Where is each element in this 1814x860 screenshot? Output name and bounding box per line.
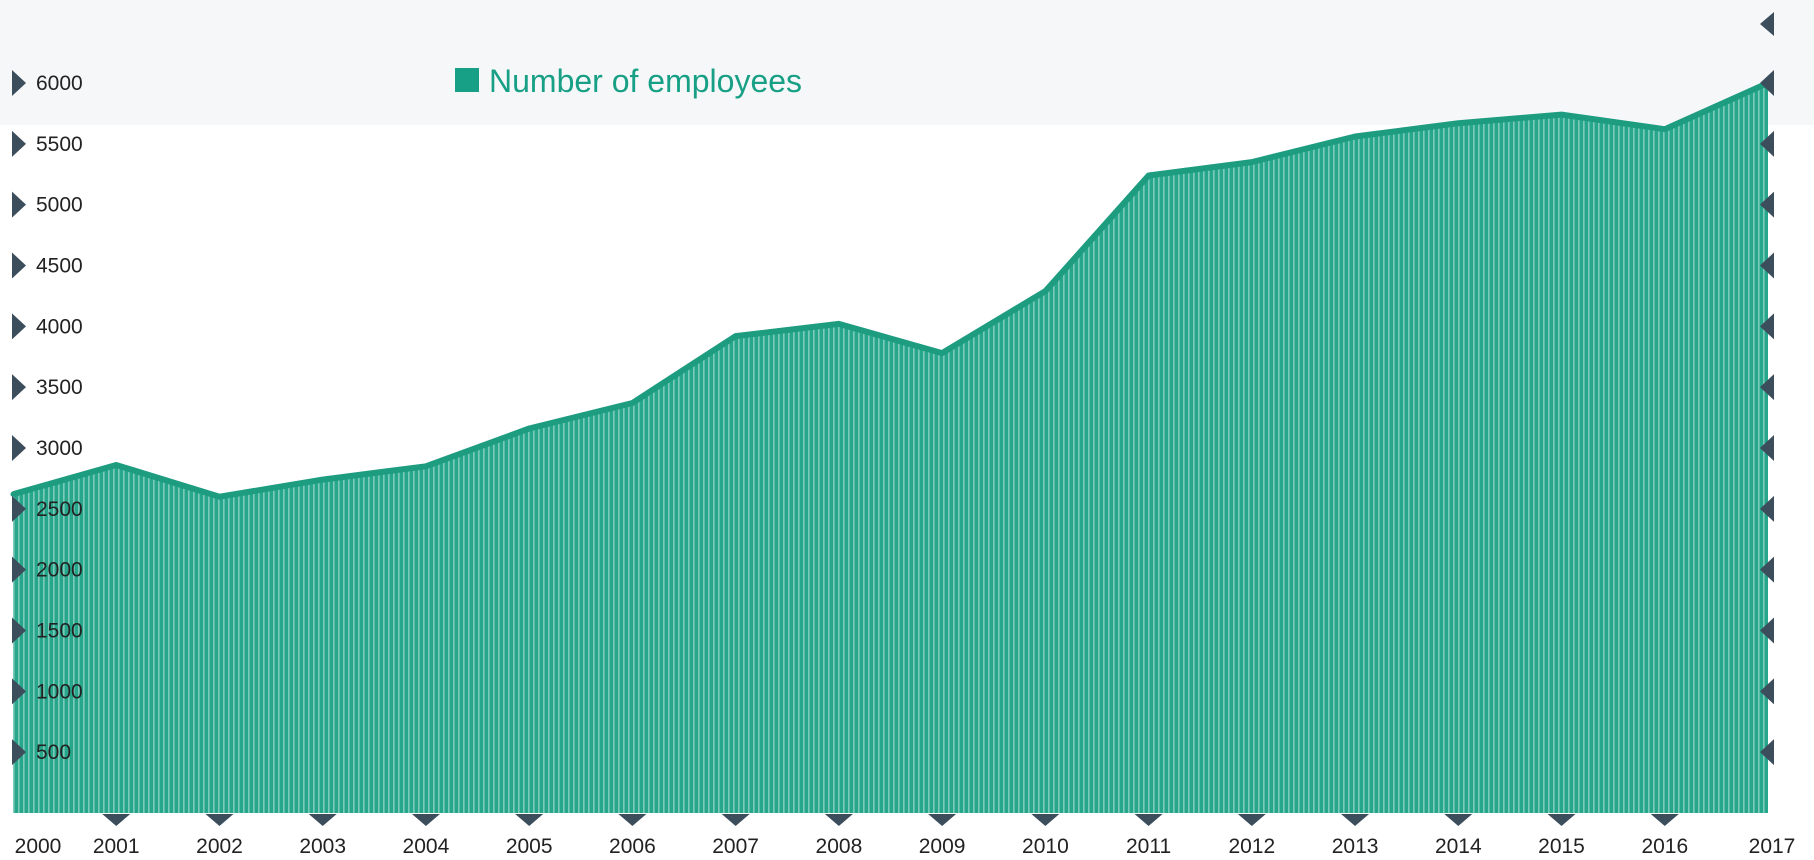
y-tick-marker-right xyxy=(1760,252,1774,279)
y-tick-marker-left xyxy=(12,130,26,157)
legend-label: Number of employees xyxy=(489,63,802,99)
data-point xyxy=(526,426,532,431)
x-tick-marker xyxy=(618,814,647,826)
x-tick-marker xyxy=(928,814,957,826)
x-tick-label: 2004 xyxy=(403,835,450,858)
data-point xyxy=(320,477,326,483)
x-tick-marker xyxy=(824,814,853,826)
y-tick-marker-left xyxy=(12,678,26,705)
x-tick-label: 2000 xyxy=(15,835,62,858)
series-area-group xyxy=(10,80,1771,813)
x-tick-label: 2003 xyxy=(299,835,346,858)
y-tick-label: 6000 xyxy=(36,72,83,95)
x-tick-label: 2007 xyxy=(712,835,759,858)
x-tick-marker xyxy=(411,814,440,826)
y-tick-marker-right xyxy=(1760,556,1774,583)
y-tick-label: 2500 xyxy=(36,498,83,521)
axis-markers-group xyxy=(12,12,1774,826)
data-point xyxy=(1249,159,1255,165)
y-tick-label: 500 xyxy=(36,741,71,764)
x-tick-label: 2013 xyxy=(1332,835,1379,858)
series-area xyxy=(13,83,1768,813)
x-tick-label: 2008 xyxy=(816,835,863,858)
legend[interactable]: Number of employees xyxy=(455,63,802,99)
x-tick-marker xyxy=(308,814,337,826)
data-point xyxy=(217,494,222,500)
y-tick-marker-right xyxy=(1760,313,1774,340)
x-tick-marker xyxy=(205,814,234,826)
y-tick-marker-right xyxy=(1760,495,1774,522)
x-tick-marker xyxy=(1650,814,1679,826)
x-tick-marker xyxy=(1444,814,1473,826)
data-point xyxy=(423,463,429,469)
x-tick-label: 2014 xyxy=(1435,835,1482,858)
x-tick-marker xyxy=(102,814,131,826)
x-tick-label: 2017 xyxy=(1749,835,1796,858)
legend-swatch xyxy=(455,68,479,92)
y-tick-label: 2000 xyxy=(36,559,83,582)
x-tick-marker xyxy=(1237,814,1266,826)
x-tick-marker xyxy=(515,814,544,826)
y-tick-marker-right xyxy=(1760,374,1774,401)
series-line xyxy=(12,80,1770,500)
data-point xyxy=(733,333,739,339)
data-point xyxy=(1662,126,1668,132)
x-tick-marker xyxy=(1341,814,1370,826)
data-point xyxy=(10,491,16,497)
x-tick-marker xyxy=(721,814,750,826)
x-tick-marker xyxy=(1134,814,1163,826)
y-tick-marker-left xyxy=(12,739,26,766)
x-tick-label: 2012 xyxy=(1228,835,1275,858)
y-tick-label: 1000 xyxy=(36,680,83,703)
y-tick-marker-left xyxy=(12,313,26,340)
tick-labels-group: 500 1000 1500 2000 2500 3000 3500 4000 4500 5000 5… xyxy=(15,72,1796,858)
y-tick-marker-left xyxy=(12,435,26,461)
y-tick-label: 3000 xyxy=(36,437,83,460)
x-tick-label: 2011 xyxy=(1126,835,1171,858)
y-tick-label: 5500 xyxy=(36,133,83,156)
y-tick-label: 1500 xyxy=(36,620,83,643)
x-tick-label: 2015 xyxy=(1538,835,1585,858)
y-tick-marker-left xyxy=(12,495,26,522)
y-tick-marker-right xyxy=(1760,130,1774,157)
y-tick-marker-left xyxy=(12,374,26,401)
data-point xyxy=(1352,134,1358,139)
x-tick-label: 2001 xyxy=(93,835,140,858)
y-tick-label: 4500 xyxy=(36,255,83,278)
y-tick-marker-right xyxy=(1760,678,1774,705)
y-tick-marker-right xyxy=(1760,739,1774,766)
x-tick-label: 2009 xyxy=(919,835,966,858)
data-point xyxy=(1146,173,1152,178)
y-tick-marker-left xyxy=(12,556,26,583)
y-tick-label: 4000 xyxy=(36,315,83,338)
data-point xyxy=(1559,112,1564,118)
y-tick-label: 5000 xyxy=(36,194,83,217)
data-point xyxy=(836,321,842,327)
data-point xyxy=(1042,288,1048,294)
y-tick-marker-right xyxy=(1760,12,1774,36)
y-tick-marker-right xyxy=(1760,617,1774,644)
y-tick-marker-right xyxy=(1760,191,1774,218)
y-tick-marker-left xyxy=(12,191,26,218)
x-tick-label: 2006 xyxy=(609,835,656,858)
data-point xyxy=(113,462,119,468)
y-tick-label: 3500 xyxy=(36,376,83,399)
x-tick-label: 2005 xyxy=(506,835,553,858)
x-tick-label: 2010 xyxy=(1022,835,1069,858)
y-tick-marker-left xyxy=(12,252,26,279)
data-point xyxy=(1455,120,1461,126)
x-tick-marker xyxy=(1547,814,1576,826)
data-point xyxy=(939,350,945,356)
chart-header-band xyxy=(0,0,1814,125)
y-tick-marker-left xyxy=(12,617,26,644)
data-point xyxy=(629,400,635,406)
x-tick-label: 2002 xyxy=(196,835,243,858)
x-tick-label: 2016 xyxy=(1641,835,1688,858)
x-tick-marker xyxy=(1031,814,1060,826)
y-tick-marker-left xyxy=(12,70,26,96)
y-tick-marker-right xyxy=(1760,435,1774,461)
y-tick-marker-right xyxy=(1760,70,1774,96)
